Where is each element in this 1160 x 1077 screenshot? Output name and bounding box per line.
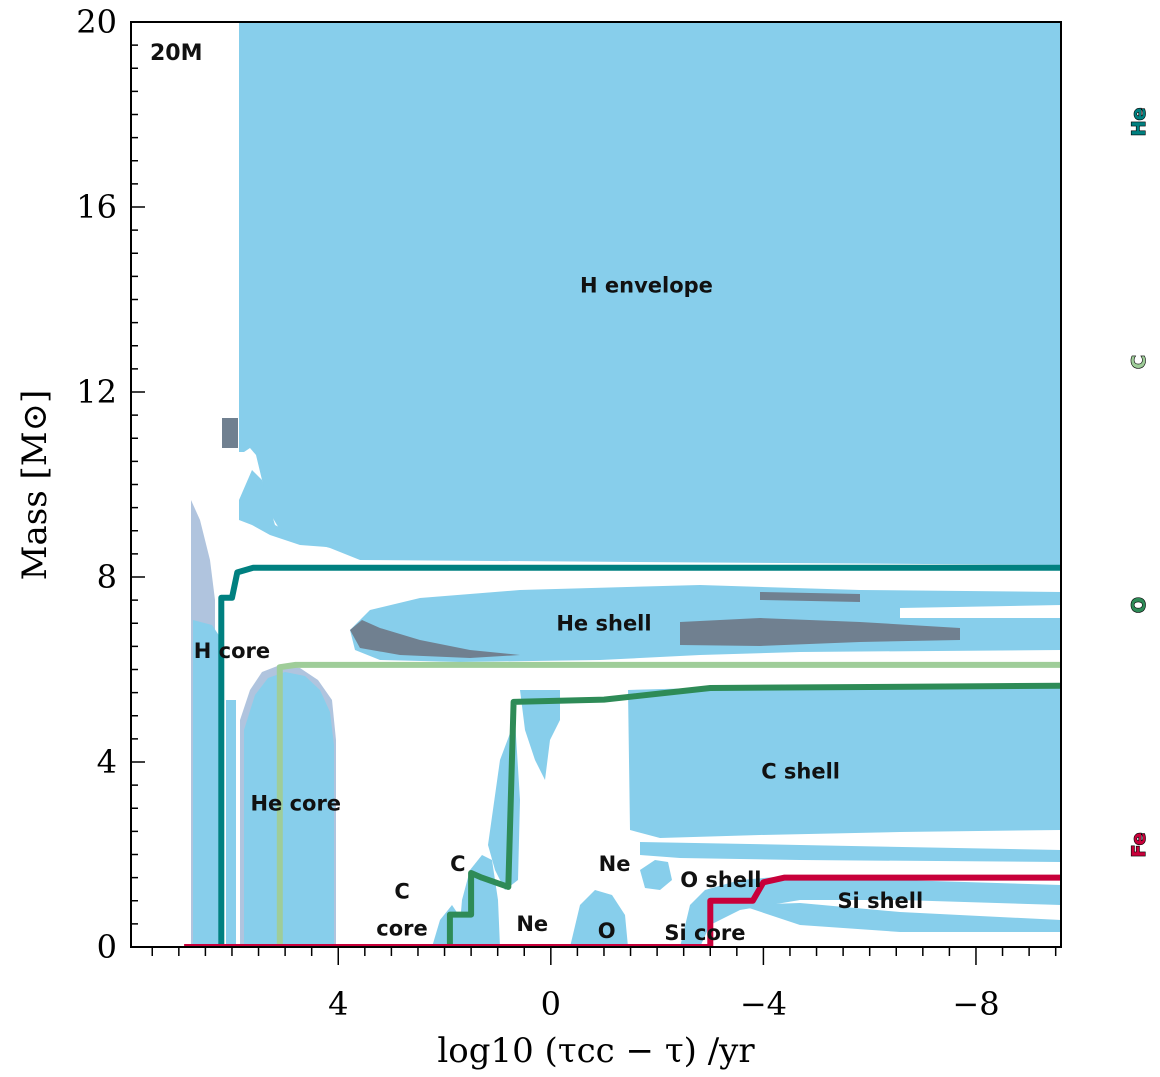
- region-label: core: [376, 917, 427, 941]
- region-label: C: [450, 852, 465, 876]
- side-label-he: He: [1128, 108, 1150, 137]
- mass-line-he: [218, 564, 1061, 947]
- y-tick-label: 8: [97, 558, 117, 596]
- he-core-region: [244, 672, 334, 947]
- y-axis: 0 4 8 12 16 20: [76, 3, 145, 966]
- y-tick-label: 20: [76, 3, 117, 41]
- overshoot-patch-top: [222, 418, 238, 448]
- si-shell-region: [740, 903, 1061, 932]
- region-label: Si shell: [837, 889, 923, 913]
- region-label: Ne: [516, 912, 548, 936]
- region-label: O: [598, 919, 616, 943]
- mass-coordinate-lines: [184, 564, 1061, 947]
- region-label: Si core: [664, 921, 745, 945]
- y-tick-label: 16: [76, 188, 117, 226]
- h-envelope-tongue: [239, 470, 340, 548]
- mass-line-fe: [184, 874, 1061, 947]
- region-label: Ne: [599, 852, 631, 876]
- side-label-o: O: [1128, 597, 1150, 613]
- region-label: H core: [194, 639, 270, 663]
- region-label: He core: [250, 792, 341, 816]
- convective-regions: [191, 22, 1061, 947]
- x-axis: 4 0 −4 −8: [151, 947, 1057, 1023]
- y-tick-label: 4: [97, 743, 117, 781]
- x-tick-label: 0: [541, 985, 561, 1023]
- x-axis-title: log10 (τcc − τ) /yr: [437, 1031, 755, 1071]
- c-shell-region: [628, 686, 1061, 838]
- h-core-region: [193, 620, 222, 947]
- h-core-inner-region: [226, 700, 236, 947]
- x-tick-label: −8: [952, 985, 999, 1023]
- x-tick-label: −4: [740, 985, 787, 1023]
- region-label: C shell: [761, 759, 840, 783]
- side-legend: He C O Fe: [1127, 107, 1150, 858]
- h-envelope-region: [239, 22, 1061, 565]
- c-convective-fragments: [520, 690, 560, 780]
- region-labels: H envelope He shell H core He core C shell Cc…: [194, 274, 923, 946]
- x-tick-label: 4: [328, 985, 348, 1023]
- mass-line-c: [276, 661, 1061, 947]
- y-tick-label: 0: [97, 928, 117, 966]
- he-shell-overshoot-left: [350, 620, 520, 658]
- he-shell-overshoot-top: [760, 592, 860, 602]
- region-label: O shell: [680, 868, 761, 892]
- c-shell-lower-band: [640, 842, 1061, 862]
- o-core-region: [570, 890, 628, 947]
- region-label: He shell: [556, 611, 651, 635]
- y-axis-title: Mass [M⊙]: [15, 390, 55, 581]
- side-label-fe: Fe: [1128, 832, 1150, 857]
- o-shell-region: [680, 875, 1061, 947]
- he-shell-overshoot-right: [680, 618, 960, 646]
- mass-line-o: [446, 682, 1061, 947]
- ne-shell-region: [640, 860, 672, 890]
- side-label-c: C: [1128, 355, 1150, 369]
- region-label: C: [394, 880, 409, 904]
- panel-label: 20M: [150, 41, 203, 66]
- region-label: H envelope: [580, 274, 713, 298]
- y-tick-label: 12: [76, 373, 117, 411]
